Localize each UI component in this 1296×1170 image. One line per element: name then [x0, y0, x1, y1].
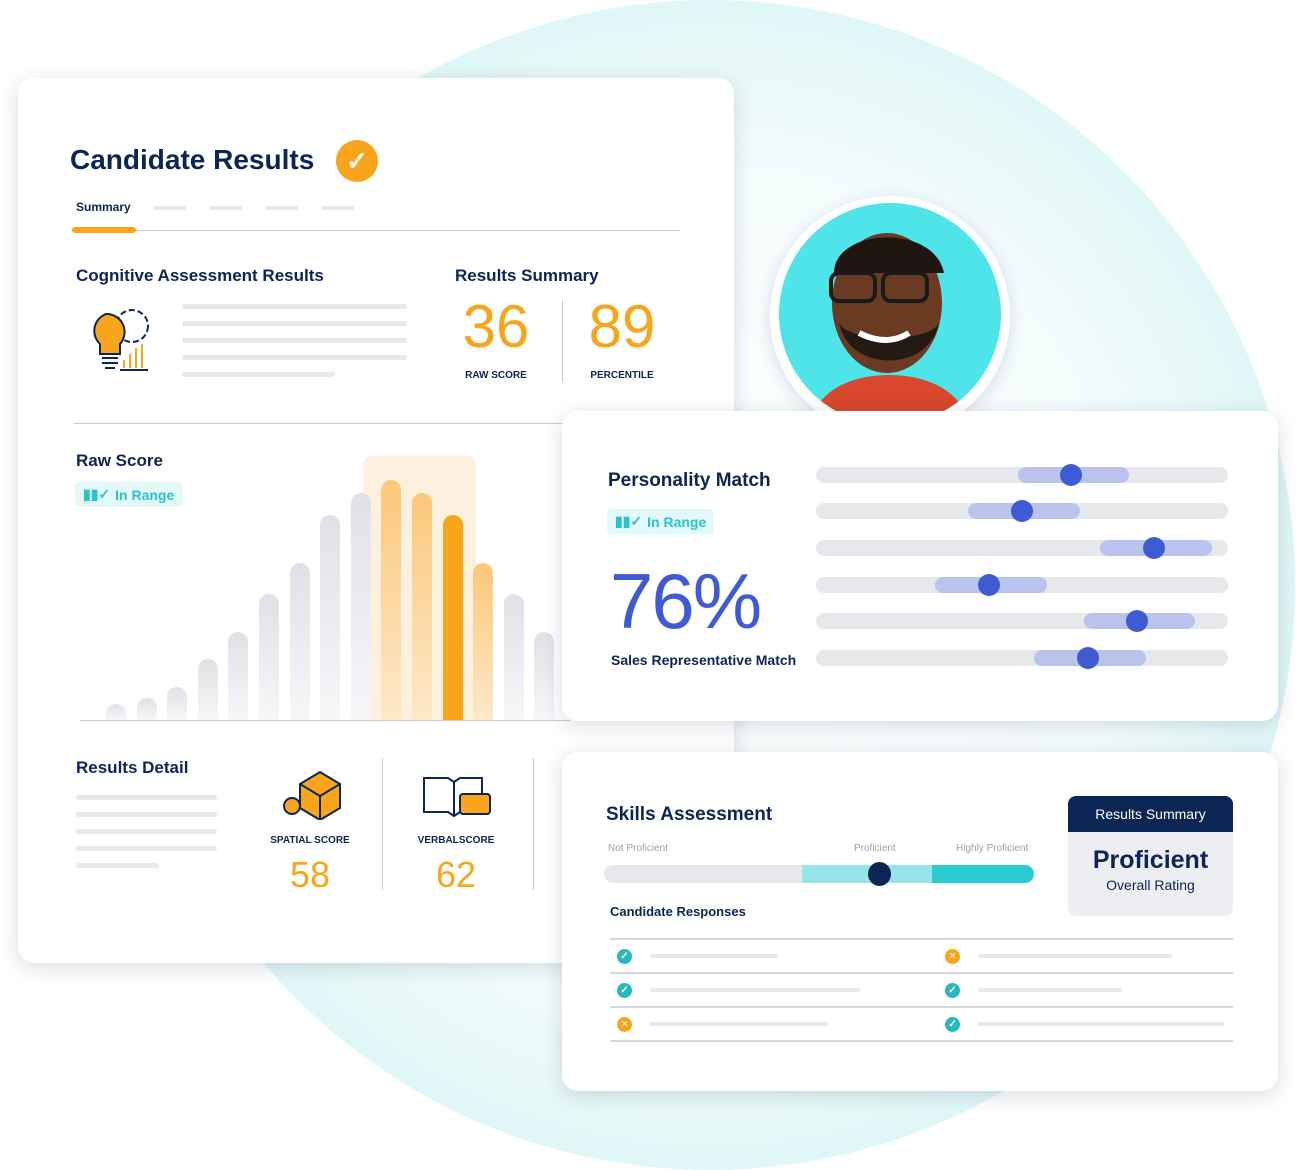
verbal-score-label: VERBALSCORE	[417, 835, 495, 846]
response-placeholder	[978, 1022, 1224, 1026]
spatial-blocks-icon	[283, 770, 341, 820]
candidate-photo	[779, 203, 1001, 425]
response-placeholder	[978, 954, 1172, 958]
trait-slider	[816, 647, 1228, 669]
match-label: Sales Representative Match	[611, 652, 797, 668]
trait-slider	[816, 464, 1228, 486]
bar-check-icon: ▮▮✓	[615, 513, 643, 529]
results-summary-title: Results Summary	[455, 266, 599, 285]
trait-marker	[1142, 537, 1165, 559]
response-placeholder	[650, 1022, 828, 1026]
in-range-label: In Range	[115, 486, 175, 503]
tab-placeholder[interactable]	[265, 206, 298, 210]
check-badge-icon: ✓	[336, 140, 378, 182]
active-tab-indicator	[72, 227, 136, 233]
personality-match-card	[562, 411, 1278, 721]
percentile-value: 89	[588, 293, 656, 360]
raw-score-distribution-chart	[80, 448, 560, 720]
distribution-bar	[259, 594, 279, 720]
x-icon: ×	[945, 949, 960, 964]
trait-marker	[1011, 500, 1033, 522]
distribution-bar	[473, 563, 494, 720]
spatial-score-label: SPATIAL SCORE	[270, 835, 350, 846]
raw-score-value: 36	[462, 293, 530, 360]
trait-slider	[816, 610, 1228, 632]
scale-label-highly-proficient: Highly Proficient	[956, 843, 1029, 854]
distribution-bar	[289, 563, 310, 720]
results-summary-box: Results Summary Proficient Overall Ratin…	[1068, 796, 1233, 916]
verbal-score-value: 62	[435, 854, 477, 895]
tab-placeholder[interactable]	[209, 206, 242, 210]
spatial-score-value: 58	[289, 854, 331, 895]
avatar	[770, 196, 1010, 436]
results-summary-header: Results Summary	[1068, 796, 1233, 832]
bar-check-icon: ▮▮✓	[83, 486, 111, 502]
lightbulb-gear-icon	[93, 309, 149, 371]
tab-placeholder[interactable]	[153, 206, 186, 210]
skills-title: Skills Assessment	[606, 804, 773, 825]
raw-score-chart-title: Raw Score	[76, 451, 163, 470]
trait-marker	[1060, 464, 1083, 486]
book-chat-icon	[423, 777, 491, 818]
results-detail-title: Results Detail	[76, 758, 189, 777]
row-divider	[610, 972, 1233, 974]
percentile-label: PERCENTILE	[590, 370, 654, 381]
distribution-bar	[534, 632, 555, 720]
row-divider	[610, 938, 1233, 940]
trait-slider	[816, 500, 1228, 522]
distribution-bar	[167, 687, 188, 720]
distribution-bar	[442, 515, 463, 720]
row-divider	[610, 1040, 1233, 1042]
distribution-bar	[503, 594, 524, 720]
response-placeholder	[650, 954, 778, 958]
tab-divider	[72, 230, 680, 231]
distribution-bar	[350, 493, 371, 720]
response-placeholder	[650, 988, 860, 992]
tab-summary[interactable]: Summary	[76, 200, 131, 214]
distribution-bar	[412, 493, 432, 720]
match-percent: 76%	[610, 557, 762, 645]
distribution-bar	[106, 704, 126, 720]
distribution-bar	[381, 480, 402, 720]
proficiency-marker	[868, 862, 892, 886]
raw-score-label: RAW SCORE	[465, 370, 527, 381]
overall-rating-value: Proficient	[1092, 846, 1209, 874]
x-icon: ×	[617, 1017, 632, 1032]
response-placeholder	[978, 988, 1122, 992]
page-title: Candidate Results	[70, 144, 315, 175]
in-range-label: In Range	[647, 513, 707, 530]
check-icon: ✓	[617, 949, 632, 964]
overall-rating-label: Overall Rating	[1106, 877, 1195, 893]
trait-marker	[978, 574, 1001, 596]
distribution-bar	[228, 632, 249, 720]
row-divider	[610, 1006, 1233, 1008]
cognitive-title: Cognitive Assessment Results	[76, 266, 324, 285]
check-icon: ✓	[945, 983, 960, 998]
trait-slider	[816, 574, 1228, 596]
distribution-bar	[320, 515, 341, 720]
in-range-badge: ▮▮✓ In Range	[607, 509, 715, 534]
in-range-badge: ▮▮✓ In Range	[75, 482, 183, 507]
scale-label-not-proficient: Not Proficient	[608, 843, 669, 854]
distribution-bar	[197, 659, 218, 720]
distribution-bar	[136, 698, 157, 720]
trait-marker	[1076, 647, 1099, 669]
trait-slider	[816, 537, 1228, 559]
check-icon: ✓	[945, 1017, 960, 1032]
proficiency-bar	[604, 865, 1034, 883]
scale-label-proficient: Proficient	[854, 843, 896, 854]
candidate-responses-title: Candidate Responses	[610, 904, 746, 919]
check-icon: ✓	[617, 983, 632, 998]
personality-title: Personality Match	[608, 470, 771, 491]
trait-marker	[1126, 610, 1149, 632]
tab-placeholder[interactable]	[321, 206, 354, 210]
